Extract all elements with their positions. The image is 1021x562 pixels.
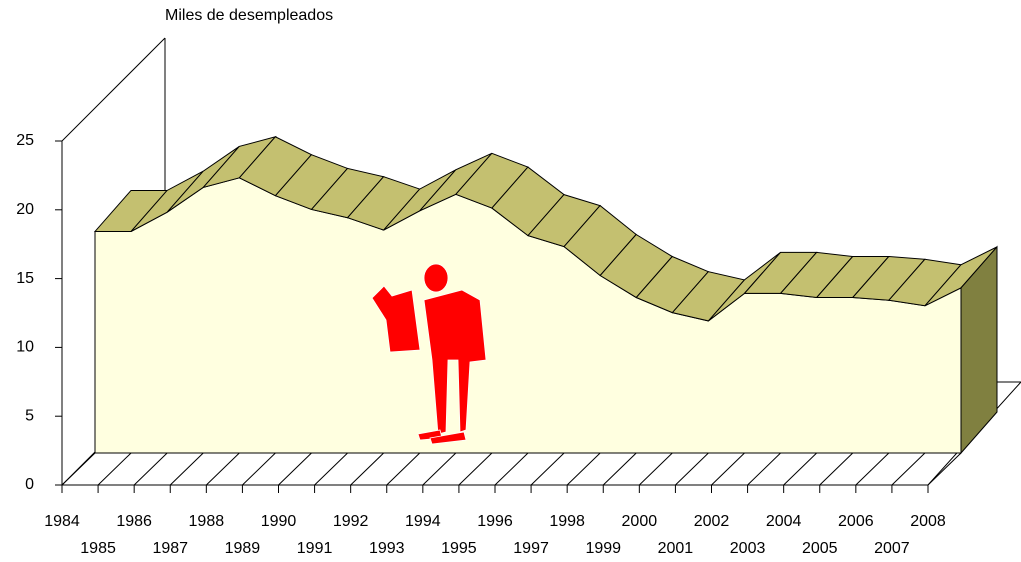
floor-line (711, 452, 745, 486)
x-tick-label: 1995 (441, 540, 477, 557)
floor-line (494, 452, 529, 486)
x-tick-label: 2006 (838, 513, 874, 530)
x-tick-label: 2002 (694, 513, 730, 530)
x-tick-label: 1994 (405, 513, 441, 530)
floor-line (855, 452, 890, 486)
y-tick-label: 0 (25, 476, 34, 493)
x-tick-label: 1984 (44, 513, 80, 530)
floor-line (927, 452, 962, 486)
x-tick-label: 2004 (766, 513, 802, 530)
y-tick-label: 20 (16, 201, 34, 218)
floor-line (169, 452, 204, 486)
x-tick-label: 1991 (297, 540, 333, 557)
floor-line (242, 452, 276, 486)
x-tick-label: 1988 (189, 513, 225, 530)
x-tick-label: 1987 (152, 540, 188, 557)
floor-line (747, 452, 781, 486)
floor-line (278, 452, 312, 486)
x-tick-label: 1989 (225, 540, 261, 557)
x-tick-label: 1999 (585, 540, 621, 557)
x-tick-label: 1998 (549, 513, 585, 530)
floor-line (314, 452, 348, 486)
floor-line (205, 452, 240, 486)
floor-line (638, 452, 673, 486)
y-tick-label: 5 (25, 407, 34, 424)
floor-line (530, 452, 565, 486)
figure-illustration (371, 263, 487, 445)
floor-line (675, 452, 709, 486)
floor-line (133, 452, 168, 486)
area-side (960, 245, 998, 455)
x-tick-label: 1986 (116, 513, 152, 530)
x-tick-label: 1990 (261, 513, 297, 530)
x-tick-label: 1997 (513, 540, 549, 557)
floor-line (566, 452, 601, 486)
x-tick-label: 1996 (477, 513, 513, 530)
x-tick-label: 1992 (333, 513, 369, 530)
x-tick-label: 1985 (80, 540, 116, 557)
y-tick-label: 10 (16, 339, 34, 356)
floor-line (819, 452, 854, 486)
x-tick-label: 2005 (802, 540, 838, 557)
floor-line (386, 452, 421, 486)
x-tick-label: 2000 (622, 513, 658, 530)
x-tick-label: 2003 (730, 540, 766, 557)
x-tick-label: 2008 (910, 513, 946, 530)
floor-line (350, 452, 385, 486)
floor-line (891, 452, 926, 486)
floor-line (783, 452, 818, 486)
floor-line (458, 452, 493, 486)
x-tick-label: 2007 (874, 540, 910, 557)
y-tick-label: 15 (16, 270, 34, 287)
x-tick-label: 2001 (658, 540, 694, 557)
floor-line (97, 452, 132, 486)
floor-line (422, 452, 457, 486)
axis-title: Miles de desempleados (165, 7, 333, 24)
floor-line (61, 452, 96, 486)
y-tick-label: 25 (16, 132, 34, 149)
x-tick-label: 1993 (369, 540, 405, 557)
floor-line (602, 452, 637, 486)
